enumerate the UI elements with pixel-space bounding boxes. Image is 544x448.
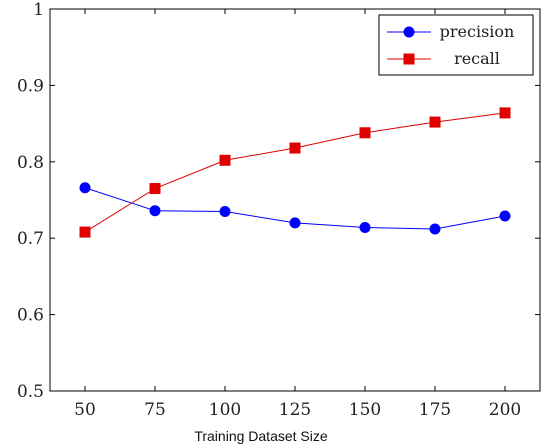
x-tick-label: 100: [209, 400, 241, 420]
x-tick-label: 50: [74, 400, 96, 420]
precision-point: [359, 222, 371, 234]
recall-point: [499, 107, 511, 119]
precision-point: [219, 205, 231, 217]
recall-point: [79, 226, 91, 238]
recall-point: [289, 142, 301, 154]
recall-point: [219, 154, 231, 166]
recall-point: [359, 127, 371, 139]
legend-item-precision: precision: [387, 22, 514, 41]
precision-point: [429, 223, 441, 235]
series-precision: [79, 182, 511, 235]
y-tick-label: 0.8: [17, 153, 44, 173]
precision-point: [79, 182, 91, 194]
x-axis-label: Training Dataset Size: [194, 428, 328, 444]
legend-box: [378, 14, 534, 76]
x-axis-ticks: 50 75 100 125 150 175 200: [74, 9, 521, 420]
legend: precision recall: [378, 14, 534, 76]
precision-point: [289, 217, 301, 229]
legend-marker: [403, 53, 415, 65]
x-tick-label: 150: [349, 400, 381, 420]
legend-label: recall: [454, 49, 500, 68]
legend-item-recall: recall: [387, 49, 500, 68]
recall-point: [429, 116, 441, 128]
series-recall: [79, 107, 511, 238]
y-tick-label: 0.7: [17, 229, 44, 249]
x-tick-label: 175: [419, 400, 451, 420]
y-axis-ticks: 0.5 0.6 0.7 0.8 0.9 1: [17, 0, 540, 402]
x-tick-label: 200: [489, 400, 521, 420]
precision-point: [149, 205, 161, 217]
y-tick-label: 0.5: [17, 382, 44, 402]
y-tick-label: 1: [33, 0, 44, 20]
series-group: [79, 107, 511, 238]
recall-line: [84, 112, 506, 233]
precision-point: [499, 210, 511, 222]
y-tick-label: 0.6: [17, 306, 44, 326]
x-tick-label: 125: [279, 400, 311, 420]
recall-point: [149, 183, 161, 195]
legend-marker: [403, 26, 415, 38]
legend-label: precision: [440, 22, 515, 41]
x-tick-label: 75: [144, 400, 166, 420]
y-tick-label: 0.9: [17, 76, 44, 96]
